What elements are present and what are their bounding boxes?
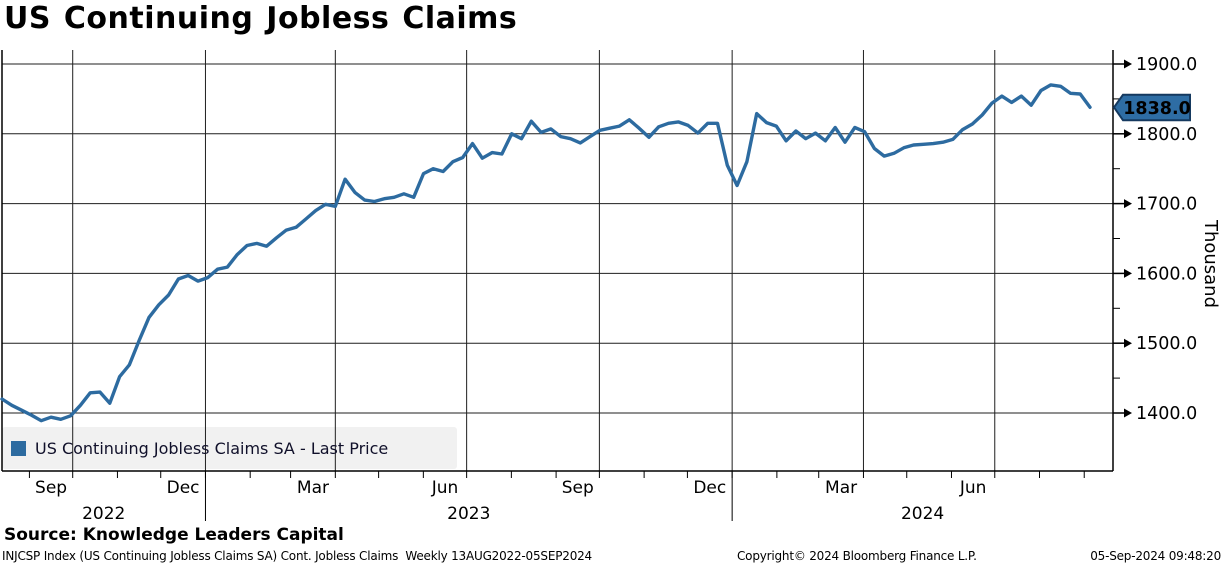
x-year-label: 2024 — [901, 504, 944, 524]
x-month-label: Mar — [825, 478, 857, 498]
last-price-value: 1838.0 — [1123, 99, 1191, 119]
x-month-label: Jun — [959, 478, 987, 498]
y-tick-arrow-icon — [1124, 408, 1132, 418]
footer-security-info: INJCSP Index (US Continuing Jobless Clai… — [2, 549, 592, 563]
footer-copyright: Copyright© 2024 Bloomberg Finance L.P. — [737, 549, 977, 563]
series-line — [0, 83, 1092, 423]
x-month-label: Dec — [693, 478, 726, 498]
y-tick-label: 1700.0 — [1136, 195, 1197, 215]
y-tick-label: 1900.0 — [1136, 55, 1197, 75]
source-line: Source: Knowledge Leaders Capital — [4, 525, 344, 545]
y-tick-arrow-icon — [1124, 268, 1132, 278]
y-tick-label: 1800.0 — [1136, 125, 1197, 145]
y-tick-label: 1600.0 — [1136, 264, 1197, 284]
last-price-tag — [1112, 93, 1191, 122]
y-tick-arrow-icon — [1124, 199, 1132, 209]
footer-timestamp: 05-Sep-2024 09:48:20 — [1090, 549, 1221, 563]
legend: US Continuing Jobless Claims SA - Last P… — [2, 427, 457, 469]
x-year-label: 2022 — [82, 504, 125, 524]
legend-swatch-icon — [11, 440, 26, 456]
x-month-label: Sep — [562, 478, 594, 498]
y-axis-unit-label: Thousand — [1200, 219, 1221, 308]
legend-background — [2, 427, 457, 469]
x-month-label: Mar — [297, 478, 329, 498]
page-title: US Continuing Jobless Claims — [4, 1, 518, 36]
y-tick-arrow-icon — [1124, 338, 1132, 348]
y-tick-arrow-icon — [1124, 129, 1132, 139]
x-month-label: Sep — [35, 478, 67, 498]
y-tick-label: 1500.0 — [1136, 334, 1197, 354]
legend-series-label: US Continuing Jobless Claims SA - Last P… — [35, 438, 389, 458]
x-month-label: Jun — [431, 478, 459, 498]
x-year-label: 2023 — [447, 504, 490, 524]
y-tick-arrow-icon — [1124, 59, 1132, 69]
y-tick-label: 1400.0 — [1136, 404, 1197, 424]
x-month-label: Dec — [167, 478, 200, 498]
